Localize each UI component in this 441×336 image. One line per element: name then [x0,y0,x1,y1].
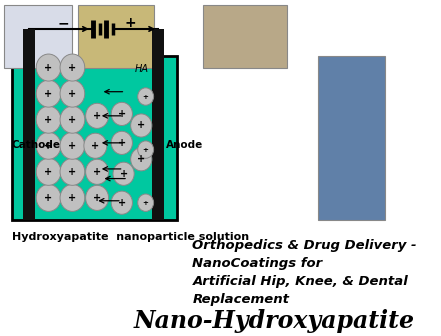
Text: +: + [120,169,127,179]
Text: HA: HA [135,65,149,75]
Text: +: + [45,62,52,73]
Bar [152,29,164,220]
Circle shape [60,132,85,159]
Text: +: + [118,109,126,119]
Circle shape [60,158,85,185]
Circle shape [111,191,132,214]
Text: +: + [68,62,76,73]
Text: +: + [118,198,126,208]
Text: +: + [45,89,52,99]
Circle shape [60,54,85,81]
Circle shape [138,141,153,158]
Text: +: + [118,138,126,148]
Text: Anode: Anode [166,140,203,150]
Circle shape [86,185,108,210]
Bar [78,5,154,68]
Text: +: + [137,121,146,130]
Circle shape [138,194,153,211]
Text: +: + [68,89,76,99]
Text: −: − [58,16,69,30]
Text: +: + [68,115,76,125]
Circle shape [111,131,132,155]
Text: +: + [68,193,76,203]
Bar [23,29,35,220]
Circle shape [84,133,107,158]
Circle shape [86,159,108,184]
Circle shape [36,158,61,185]
Circle shape [131,148,152,171]
Circle shape [36,132,61,159]
Text: +: + [68,141,76,151]
Circle shape [131,114,152,137]
Circle shape [111,102,132,125]
Circle shape [36,80,61,107]
Text: Orthopedics & Drug Delivery -
NanoCoatings for
Artificial Hip, Knee, & Dental
Re: Orthopedics & Drug Delivery - NanoCoatin… [192,239,417,306]
Text: +: + [143,200,149,206]
Text: +: + [143,146,149,153]
Bar [12,56,176,220]
Text: Hydroxyapatite  nanoparticle solution: Hydroxyapatite nanoparticle solution [12,232,250,242]
Circle shape [86,103,108,128]
Text: +: + [45,115,52,125]
Circle shape [36,106,61,133]
Text: +: + [68,167,76,177]
Bar [203,5,287,68]
Bar [4,5,72,68]
Text: +: + [137,154,146,164]
Text: +: + [45,141,52,151]
Bar [318,56,385,220]
Text: +: + [93,167,101,177]
Text: Cathode: Cathode [11,140,60,150]
Text: +: + [143,93,149,99]
Circle shape [36,184,61,211]
Circle shape [60,80,85,107]
Text: +: + [91,141,99,151]
Circle shape [113,162,134,185]
Text: +: + [93,111,101,121]
Circle shape [36,54,61,81]
Text: +: + [93,193,101,203]
Text: +: + [45,193,52,203]
Text: +: + [125,16,136,30]
Circle shape [138,88,153,105]
Circle shape [60,106,85,133]
Text: Nano-Hydroxyapatite: Nano-Hydroxyapatite [133,309,414,333]
Circle shape [60,184,85,211]
Text: +: + [45,167,52,177]
